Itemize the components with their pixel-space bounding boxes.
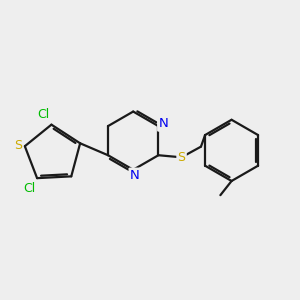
Text: Cl: Cl [23,182,35,195]
Text: S: S [178,151,186,164]
Text: N: N [130,169,140,182]
Text: N: N [158,117,168,130]
Text: S: S [14,139,22,152]
Text: Cl: Cl [37,108,49,121]
